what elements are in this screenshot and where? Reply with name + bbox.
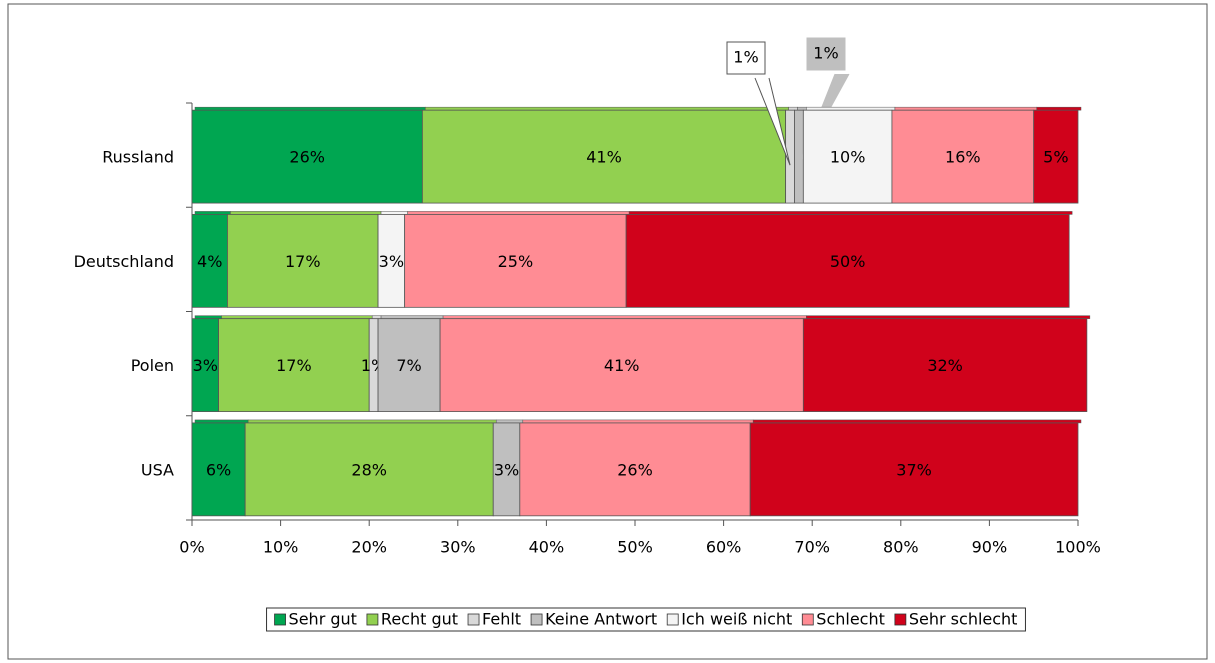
- bar-segment-top: [194, 106, 426, 111]
- bar-segment: [802, 318, 1088, 412]
- data-label: 17%: [285, 252, 321, 271]
- bar-segment-top: [495, 419, 524, 424]
- bar-segment-top: [425, 106, 789, 111]
- bar-segment-top: [194, 419, 249, 424]
- bar-segment: [625, 214, 1070, 308]
- bar-segment-top: [797, 106, 807, 111]
- y-tick-label: Deutschland: [74, 252, 174, 271]
- bar-segment: [519, 422, 751, 517]
- x-tick-label: 40%: [529, 538, 565, 557]
- data-label: 3%: [379, 252, 404, 271]
- bar-segment: [191, 422, 246, 517]
- bar-segment: [891, 109, 1035, 204]
- bar-segment: [492, 422, 521, 517]
- bar-segment-top: [371, 315, 382, 319]
- callout-pointer: [754, 77, 791, 166]
- legend-swatch: [894, 613, 907, 626]
- data-label: 4%: [197, 252, 222, 271]
- bar-segment: [227, 214, 379, 308]
- legend-label: Recht gut: [381, 610, 458, 629]
- bar-segment-top: [806, 106, 896, 111]
- data-label: 25%: [498, 252, 534, 271]
- legend-swatch: [467, 613, 480, 626]
- bar-segment-top: [522, 419, 754, 424]
- bar-segment: [377, 214, 406, 308]
- x-tick-label: 60%: [706, 538, 742, 557]
- bar-segment: [421, 109, 787, 204]
- data-label: 32%: [927, 356, 963, 375]
- bar-segment: [244, 422, 494, 517]
- legend-swatch: [366, 613, 379, 626]
- x-tick-label: 20%: [351, 538, 387, 557]
- bar-segment: [439, 318, 804, 412]
- data-label: 5%: [1043, 148, 1068, 167]
- bar-segment-top: [1036, 106, 1082, 111]
- bar-segment-top: [221, 315, 373, 319]
- bar-segment: [1033, 109, 1079, 204]
- legend-label: Sehr gut: [289, 610, 357, 629]
- x-tick-label: 30%: [440, 538, 476, 557]
- bar-segment: [191, 318, 219, 412]
- bar-segment: [404, 214, 627, 308]
- data-label: 50%: [830, 252, 866, 271]
- y-tick-label: Russland: [102, 148, 174, 167]
- bar-segment: [749, 422, 1079, 517]
- data-label: 7%: [396, 356, 421, 375]
- data-label: 26%: [617, 460, 653, 479]
- x-tick-label: 80%: [883, 538, 919, 557]
- bar-segment-top: [752, 419, 1082, 424]
- bar-segment-top: [247, 419, 497, 424]
- bar-segment-top: [194, 315, 222, 319]
- x-tick-label: 0%: [179, 538, 204, 557]
- data-label: 6%: [206, 460, 231, 479]
- data-label: 37%: [896, 460, 932, 479]
- legend-box: [266, 607, 1026, 632]
- data-label: 41%: [586, 148, 622, 167]
- legend-swatch: [274, 613, 286, 626]
- legend-label: Sehr schlecht: [909, 610, 1018, 629]
- bar-segment-top: [380, 211, 408, 215]
- data-label: 17%: [276, 356, 312, 375]
- legend-label: Schlecht: [816, 610, 885, 629]
- callout-box: [806, 37, 846, 71]
- y-tick-label: Polen: [131, 356, 174, 375]
- bar-segment-top: [806, 315, 1091, 319]
- data-label: 10%: [830, 148, 866, 167]
- callout-pointer: [798, 73, 850, 166]
- data-label: 41%: [604, 356, 640, 375]
- x-tick-label: 70%: [794, 538, 830, 557]
- legend-swatch: [666, 613, 679, 626]
- x-tick-label: 50%: [617, 538, 653, 557]
- data-label: 3%: [494, 460, 519, 479]
- bar-segment: [802, 109, 893, 204]
- data-label: 1%: [813, 44, 838, 63]
- bar-segment: [218, 318, 370, 412]
- bar-segment-top: [788, 106, 798, 111]
- bar-segment: [377, 318, 441, 412]
- data-label: 1%: [733, 48, 758, 67]
- data-label: 28%: [351, 460, 387, 479]
- bar-segment-top: [407, 211, 630, 215]
- bar-segment-top: [628, 211, 1073, 215]
- data-label: 3%: [193, 356, 218, 375]
- x-tick-label: 100%: [1055, 538, 1101, 557]
- bar-segment-top: [894, 106, 1037, 111]
- data-label: 16%: [945, 148, 981, 167]
- y-tick-label: USA: [141, 460, 174, 479]
- bar-segment-top: [194, 211, 231, 215]
- legend-label: Fehlt: [482, 610, 521, 629]
- data-label: 26%: [289, 148, 325, 167]
- bar-segment-top: [380, 315, 444, 319]
- callout-box: [726, 41, 766, 75]
- legend-swatch: [530, 613, 543, 626]
- legend-swatch: [801, 613, 814, 626]
- x-tick-label: 90%: [972, 538, 1008, 557]
- bar-segment-top: [442, 315, 807, 319]
- bar-segment-top: [230, 211, 382, 215]
- x-tick-label: 10%: [263, 538, 299, 557]
- legend-label: Keine Antwort: [545, 610, 657, 629]
- legend-label: Ich weiß nicht: [681, 610, 792, 629]
